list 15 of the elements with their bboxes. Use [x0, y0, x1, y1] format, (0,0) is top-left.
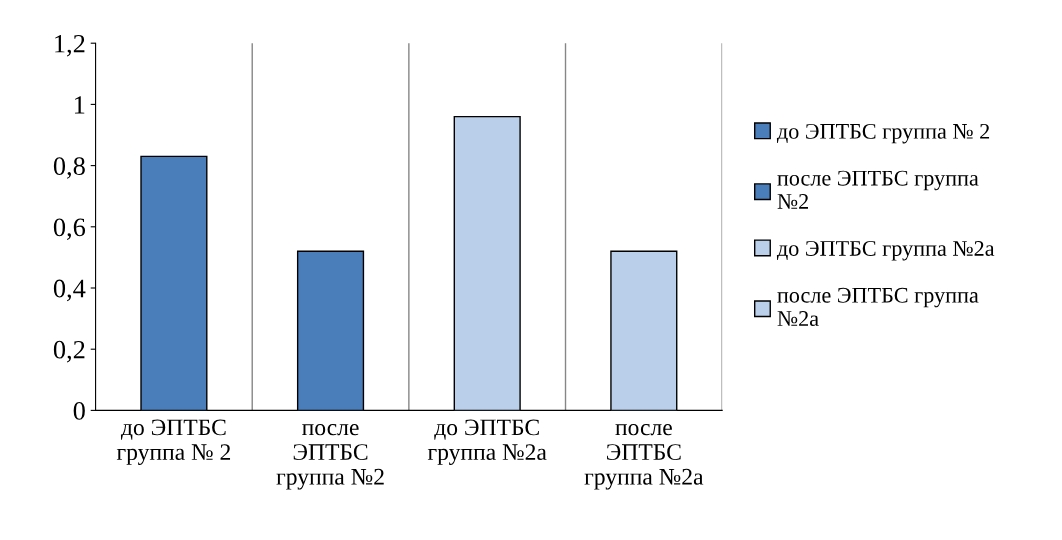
y-tick-label: 0,8	[53, 157, 85, 179]
legend-label: после ЭПТБС группа №2	[777, 170, 979, 209]
y-tick-label: 1,2	[55, 34, 85, 57]
y-tick-label: 0	[73, 402, 85, 420]
legend-label: после ЭПТБС группа №2а	[777, 287, 979, 327]
x-tick-label: после ЭПТБС группа №2а	[584, 423, 704, 490]
x-tick-label: до ЭПТБС группа № 2	[116, 419, 231, 465]
x-tick-label: до ЭПТБС группа №2а	[427, 419, 547, 465]
y-tick-label: 1	[74, 96, 85, 114]
y-tick-label: 0,6	[53, 218, 86, 241]
y-tick-label: 0,2	[53, 340, 85, 363]
y-tick-label: 0,4	[53, 279, 86, 302]
x-tick-label: после ЭПТБС группа №2	[276, 423, 384, 490]
legend-label: до ЭПТБС группа № 2	[776, 123, 990, 144]
legend-label: до ЭПТБС группа №2а	[776, 240, 995, 261]
